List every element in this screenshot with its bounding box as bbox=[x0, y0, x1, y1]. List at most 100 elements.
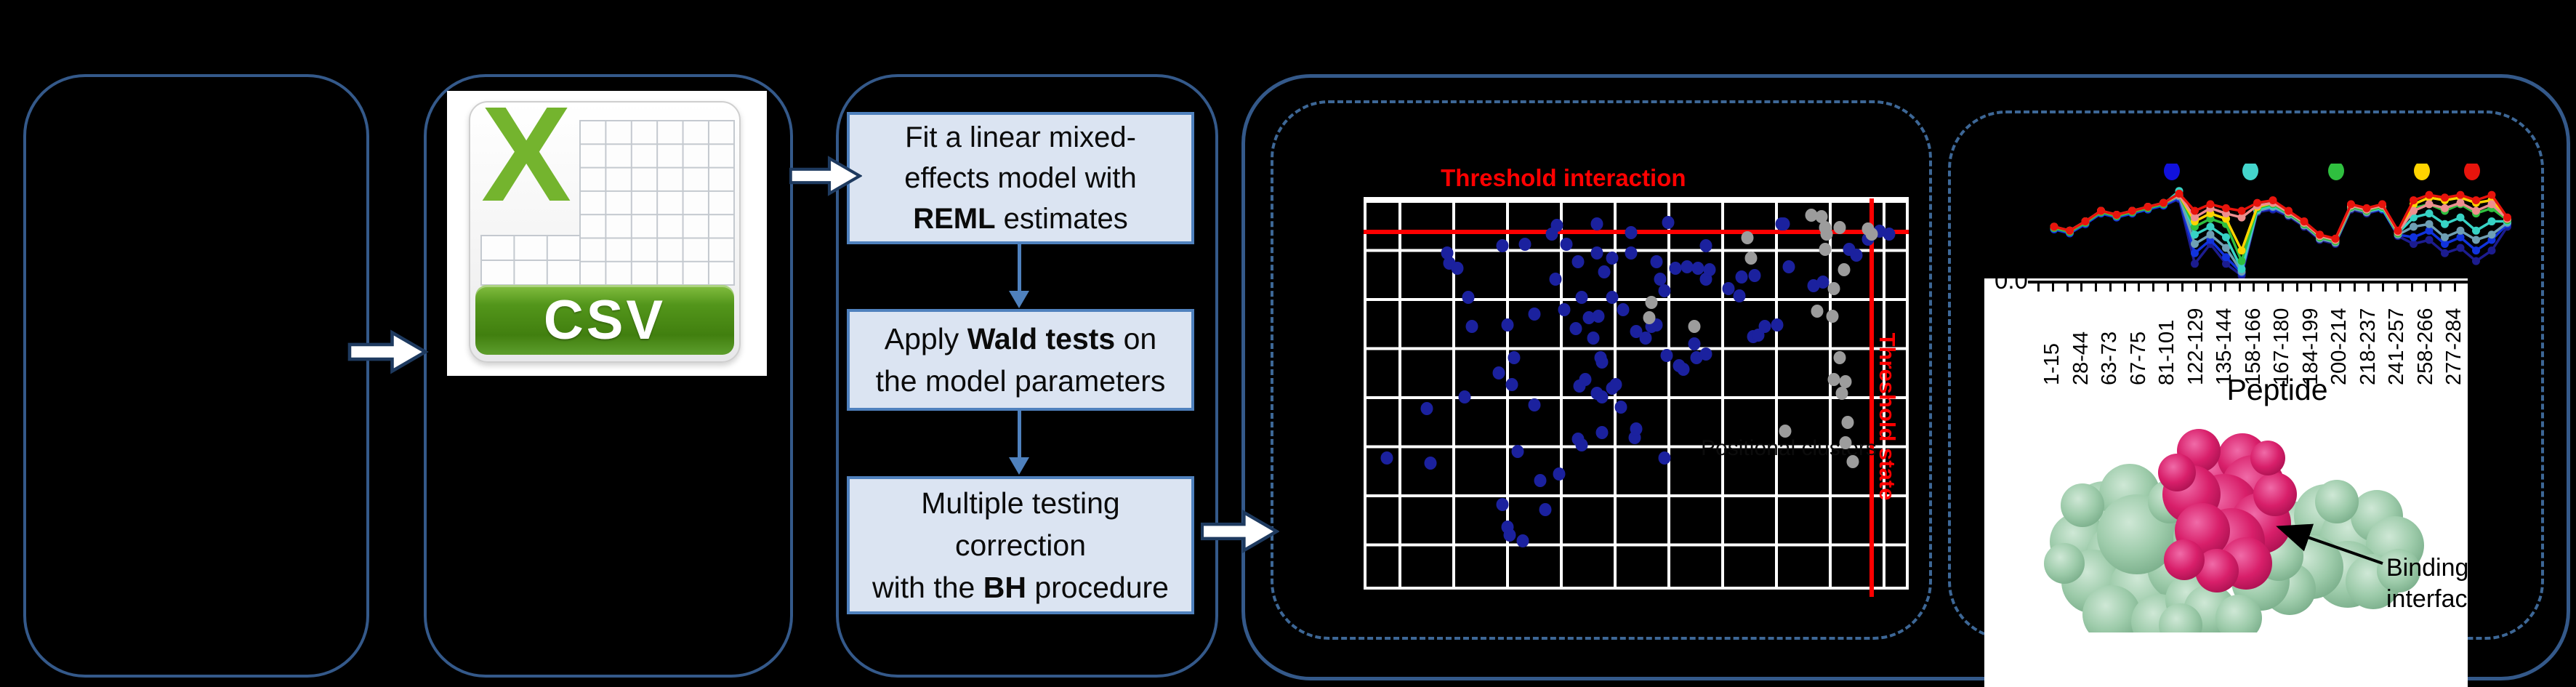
scatter-point bbox=[1625, 225, 1638, 239]
csv-file-icon: X CSV bbox=[469, 101, 741, 363]
uptake-marker bbox=[2410, 206, 2418, 215]
uptake-marker bbox=[2472, 206, 2480, 215]
uptake-marker bbox=[2456, 213, 2465, 222]
uptake-marker bbox=[2472, 246, 2480, 255]
uptake-marker bbox=[2487, 217, 2496, 226]
uptake-marker bbox=[2425, 220, 2434, 228]
uptake-marker bbox=[2097, 206, 2105, 215]
scatter-point bbox=[1748, 268, 1761, 282]
scatter-point bbox=[1508, 350, 1521, 364]
uptake-marker bbox=[2441, 193, 2449, 202]
scatter-point bbox=[1528, 308, 1541, 321]
x-axis-tick bbox=[2310, 284, 2313, 292]
flow-arrow-icon bbox=[789, 156, 862, 196]
x-axis-tick bbox=[2253, 284, 2255, 292]
uptake-marker bbox=[2112, 210, 2121, 219]
uptake-marker bbox=[2331, 234, 2340, 243]
scatter-point bbox=[1838, 263, 1851, 277]
pipeline-step-wald: Apply Wald tests on the model parameters bbox=[847, 309, 1194, 411]
spreadsheet-grid-small-icon bbox=[480, 235, 581, 286]
uptake-marker bbox=[2503, 213, 2511, 222]
uptake-marker bbox=[2269, 196, 2277, 204]
scatter-point bbox=[1826, 310, 1839, 324]
x-axis-tick bbox=[2152, 284, 2154, 292]
x-axis-tick bbox=[2095, 284, 2097, 292]
peptide-tick-label: 258-266 bbox=[2413, 308, 2437, 385]
peptide-tick-label: 277-284 bbox=[2442, 308, 2466, 385]
scatter-point bbox=[1688, 319, 1701, 333]
scatter-point bbox=[1560, 238, 1573, 252]
scatter-point bbox=[1777, 217, 1790, 230]
scatter-point bbox=[1833, 350, 1846, 364]
uptake-marker bbox=[2394, 226, 2402, 235]
scatter-point bbox=[1846, 455, 1859, 469]
scatter-point bbox=[1643, 311, 1656, 325]
uptake-marker bbox=[2237, 246, 2246, 255]
peptide-tick-label: 241-257 bbox=[2385, 308, 2408, 385]
scatter-point bbox=[1575, 438, 1588, 451]
uptake-marker bbox=[2222, 253, 2230, 262]
scatter-point bbox=[1645, 295, 1658, 309]
peptide-tick-label: 67-75 bbox=[2126, 331, 2150, 385]
uptake-marker bbox=[2425, 226, 2434, 235]
scatter-point bbox=[1614, 400, 1627, 414]
uptake-marker bbox=[2472, 236, 2480, 244]
pipeline-step-bh: Multiple testing correction with the BH pr… bbox=[847, 476, 1194, 614]
scatter-point bbox=[1677, 363, 1690, 377]
peptide-tick-label: 28-44 bbox=[2069, 331, 2093, 385]
uptake-marker bbox=[2487, 200, 2496, 209]
protein-structure-image bbox=[2044, 429, 2424, 632]
x-axis-spine bbox=[2028, 281, 2468, 284]
scatter-point bbox=[1699, 239, 1712, 253]
scatter-point bbox=[1660, 349, 1673, 363]
scatter-point bbox=[1462, 291, 1475, 305]
scatter-point bbox=[1595, 426, 1609, 440]
uptake-marker bbox=[2175, 189, 2183, 198]
uptake-marker bbox=[2472, 257, 2480, 265]
scatter-point bbox=[1779, 424, 1792, 438]
uptake-marker bbox=[2425, 200, 2434, 209]
scatter-point bbox=[1451, 262, 1464, 276]
scatter-point bbox=[1827, 282, 1840, 296]
x-axis-tick bbox=[2325, 284, 2327, 292]
scatter-point bbox=[1458, 390, 1471, 403]
scatter-point bbox=[1424, 457, 1437, 470]
protein-green-surface bbox=[2044, 464, 2424, 632]
panel-scatter-dashed bbox=[1271, 100, 1932, 640]
connector-arrow-shaft bbox=[1018, 411, 1021, 459]
x-axis-tick bbox=[2396, 284, 2399, 292]
scatter-point bbox=[1820, 227, 1833, 241]
uptake-marker bbox=[2222, 204, 2230, 212]
uptake-marker bbox=[2253, 198, 2261, 207]
x-axis-tick bbox=[2281, 284, 2284, 292]
scatter-point bbox=[1688, 337, 1701, 350]
scatter-point bbox=[1771, 318, 1784, 332]
uptake-marker bbox=[2128, 206, 2136, 215]
panel-csv bbox=[424, 74, 793, 678]
x-axis-tick bbox=[2195, 284, 2198, 292]
uptake-marker bbox=[2441, 220, 2449, 228]
uptake-marker bbox=[2081, 217, 2090, 226]
scatter-point bbox=[1691, 262, 1704, 276]
x-axis-tick bbox=[2367, 284, 2370, 292]
panel-input bbox=[23, 74, 369, 678]
uptake-marker bbox=[2456, 226, 2465, 235]
scatter-point bbox=[1699, 347, 1712, 361]
uptake-marker bbox=[2378, 200, 2386, 209]
uptake-marker bbox=[2222, 233, 2230, 241]
panel-pipeline bbox=[836, 74, 1218, 678]
excel-x-icon: X bbox=[480, 101, 572, 230]
x-axis-tick bbox=[2425, 284, 2428, 292]
x-axis-tick bbox=[2295, 284, 2298, 292]
uptake-marker bbox=[2472, 226, 2480, 235]
uptake-marker bbox=[2316, 230, 2324, 239]
legend-dot-icon bbox=[2328, 164, 2344, 180]
uptake-marker bbox=[2441, 240, 2449, 248]
scatter-point bbox=[1441, 246, 1454, 260]
legend-dot-icon bbox=[2464, 164, 2480, 180]
scatter-point bbox=[1595, 355, 1609, 369]
csv-banner-label: CSV bbox=[543, 289, 667, 351]
scatter-point bbox=[1420, 402, 1433, 416]
uptake-marker bbox=[2222, 260, 2230, 268]
uptake-marker bbox=[2222, 244, 2230, 252]
